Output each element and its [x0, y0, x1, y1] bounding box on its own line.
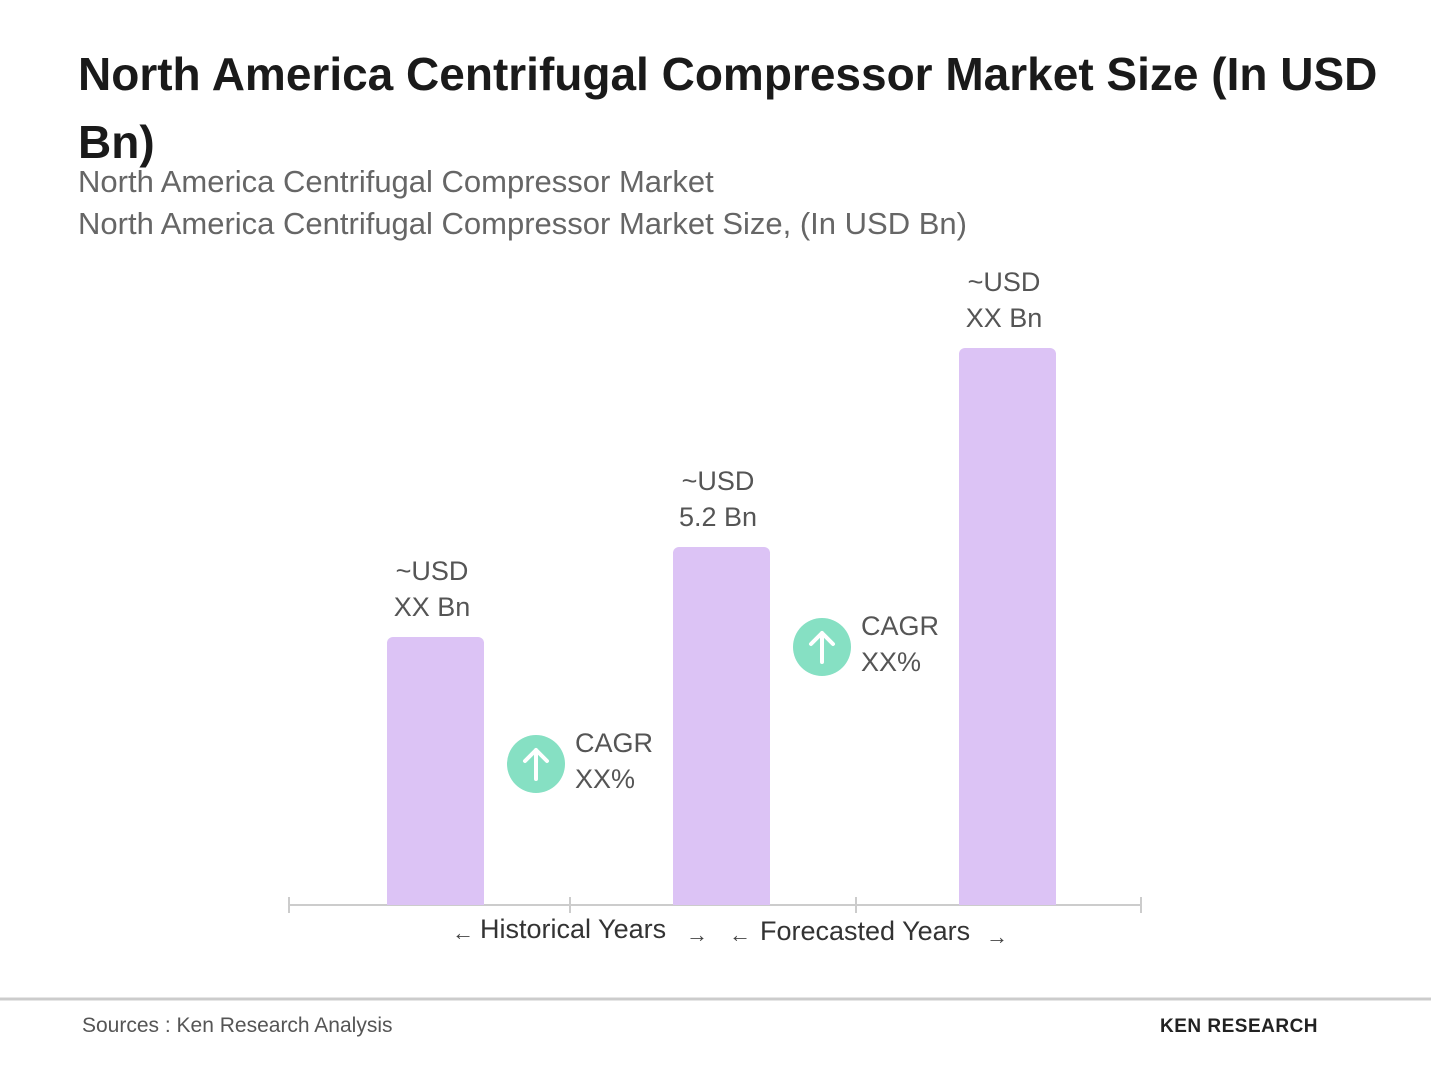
chart-title: North America Centrifugal Compressor Mar… [78, 48, 1378, 168]
source: Sources : Ken Research Analysis [82, 1014, 393, 1037]
arrow: ← [729, 922, 751, 947]
data-label: ~USD XX Bn [965, 267, 1043, 333]
arrow: ← [452, 920, 474, 945]
subtitle: North America Centrifugal Compressor Mar… [78, 206, 967, 241]
bar [959, 348, 1056, 905]
subtitle: North America Centrifugal Compressor Mar… [78, 164, 714, 199]
arrow: → [986, 924, 1008, 949]
logo: KEN RESEARCH [1160, 1016, 1319, 1037]
cagr-icon [507, 735, 565, 793]
bar [387, 636, 484, 905]
cagr-icon [793, 618, 851, 676]
annotation: CAGR XX% [575, 728, 654, 794]
bar [673, 547, 770, 905]
period-label: Historical Years [480, 914, 667, 944]
data-label: ~USD 5.2 Bn [678, 466, 758, 533]
annotation: CAGR XX% [861, 611, 940, 677]
data-label: ~USD XX Bn [393, 555, 471, 622]
arrow: → [686, 922, 708, 947]
period-label: Forecasted Years [760, 916, 971, 946]
